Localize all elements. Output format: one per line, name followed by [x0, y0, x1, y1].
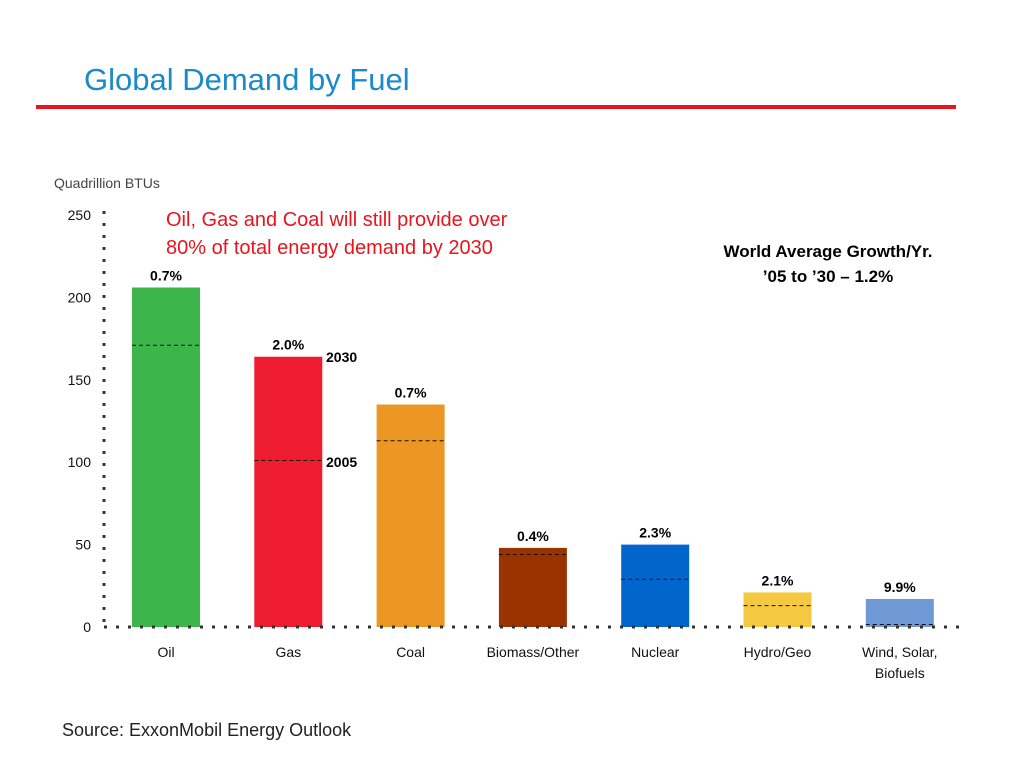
y-tick-label: 200	[68, 289, 92, 305]
x-category-label: Coal	[396, 644, 425, 660]
x-category-label: Nuclear	[631, 644, 680, 660]
bar-2030	[376, 404, 445, 627]
y-tick-label: 0	[83, 619, 91, 635]
legend-label-2005: 2005	[326, 454, 357, 470]
growth-rate-label: 0.7%	[395, 385, 427, 401]
y-axis-label: Quadrillion BTUs	[54, 175, 160, 191]
world-growth-callout-line2: ’05 to ’30 – 1.2%	[763, 267, 893, 286]
growth-rate-label: 2.3%	[639, 525, 671, 541]
x-category-label: Biomass/Other	[487, 644, 580, 660]
growth-rate-label: 9.9%	[884, 579, 916, 595]
y-tick-label: 150	[68, 372, 92, 388]
bar-2030	[621, 544, 690, 627]
world-growth-callout-line1: World Average Growth/Yr.	[723, 242, 932, 261]
growth-rate-label: 2.1%	[762, 572, 794, 588]
y-tick-label: 50	[75, 537, 91, 553]
page-title: Global Demand by Fuel	[84, 62, 410, 97]
x-category-label: Gas	[275, 644, 301, 660]
x-category-label: Oil	[157, 644, 174, 660]
growth-rate-label: 0.7%	[150, 268, 182, 284]
x-category-label: Hydro/Geo	[744, 644, 812, 660]
title-divider	[36, 105, 956, 109]
bar-2030	[498, 547, 567, 627]
source-note: Source: ExxonMobil Energy Outlook	[62, 720, 352, 740]
bar-2030	[865, 598, 934, 627]
growth-rate-label: 2.0%	[272, 337, 304, 353]
bar-2030	[132, 287, 200, 627]
bar-2030	[743, 592, 812, 627]
y-tick-label: 100	[68, 454, 92, 470]
x-category-label: Wind, Solar,	[862, 644, 937, 660]
legend-label-2030: 2030	[326, 349, 357, 365]
fossil-share-callout-line2: 80% of total energy demand by 2030	[166, 237, 493, 259]
bar-2030	[254, 356, 323, 627]
y-tick-label: 250	[68, 207, 92, 223]
x-category-label: Biofuels	[875, 665, 925, 681]
fossil-share-callout-line1: Oil, Gas and Coal will still provide ove…	[166, 209, 508, 231]
growth-rate-label: 0.4%	[517, 528, 549, 544]
